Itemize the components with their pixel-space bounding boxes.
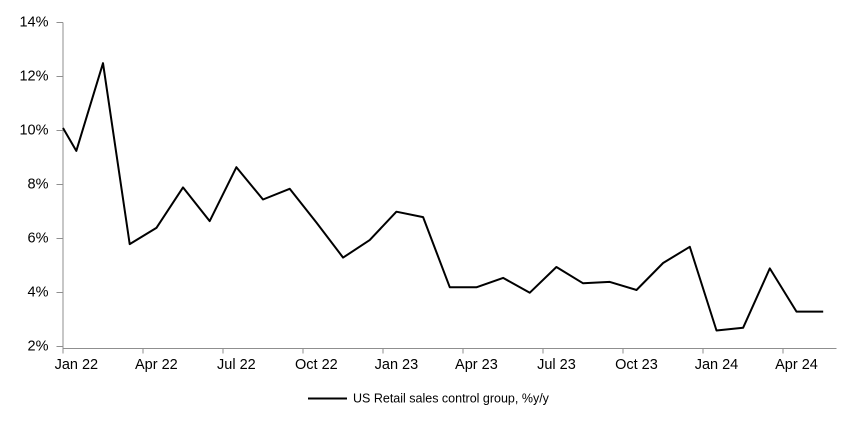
- x-tick-label: Oct 23: [615, 357, 658, 373]
- x-tick-label: Jan 23: [375, 357, 419, 373]
- x-tick-label: Jan 24: [695, 357, 739, 373]
- y-tick-label: 8%: [28, 177, 49, 193]
- y-tick-label: 4%: [28, 285, 49, 301]
- x-tick-label: Jan 22: [55, 357, 99, 373]
- series-line: [62, 62, 824, 332]
- y-tick-label: 10%: [19, 123, 48, 139]
- y-tick-label: 2%: [28, 339, 49, 355]
- y-tick-label: 6%: [28, 231, 49, 247]
- x-tick-label: Jul 23: [537, 357, 576, 373]
- y-tick-label: 12%: [19, 69, 48, 85]
- x-tick-label: Apr 24: [775, 357, 818, 373]
- x-tick-label: Jul 22: [217, 357, 256, 373]
- x-tick-label: Apr 22: [135, 357, 178, 373]
- legend-label: US Retail sales control group, %y/y: [353, 392, 550, 406]
- x-tick-label: Apr 23: [455, 357, 498, 373]
- x-tick-label: Oct 22: [295, 357, 338, 373]
- y-tick-label: 14%: [19, 15, 48, 31]
